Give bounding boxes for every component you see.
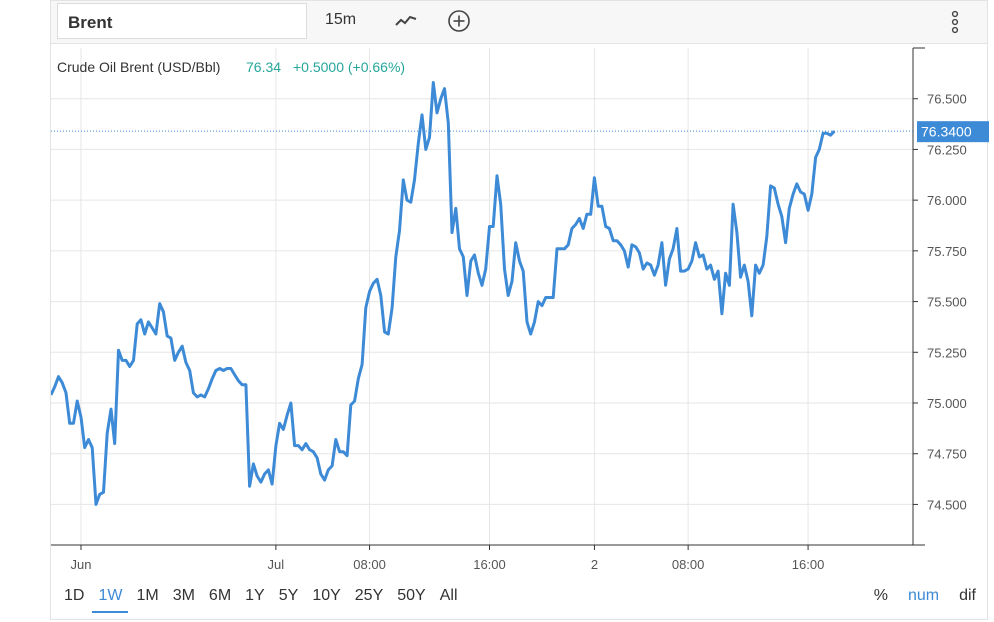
range-button-1w[interactable]: 1W	[92, 583, 129, 613]
chart-grid	[51, 48, 913, 545]
chart-toolbar: Brent 15m	[50, 0, 988, 44]
range-button-50y[interactable]: 50Y	[397, 587, 426, 604]
vertical-dots-icon[interactable]	[945, 9, 965, 35]
interval-selector[interactable]: 15m	[325, 11, 357, 28]
range-button-1y[interactable]: 1Y	[245, 587, 265, 604]
y-axis: 76.500 76.250 76.000 75.750 75.500 75.250 75.0…	[912, 47, 967, 545]
legend-change: +0.5000 (+0.66%)	[293, 59, 405, 75]
y-tick-label: 76.000	[927, 193, 967, 208]
x-tick-label: 08:00	[672, 557, 705, 572]
scale-mode-selector: % num dif	[854, 587, 976, 605]
y-tick-label: 74.750	[927, 447, 967, 462]
x-tick-label: 16:00	[473, 557, 506, 572]
line-chart-icon[interactable]	[393, 9, 419, 33]
range-button-3m[interactable]: 3M	[172, 587, 195, 604]
range-button-25y[interactable]: 25Y	[354, 587, 384, 604]
x-tick-label: Jun	[70, 557, 91, 572]
range-selector: 1D 1W 1M 3M 6M 1Y 5Y 10Y 25Y 50Y All	[58, 583, 466, 613]
y-tick-label: 75.250	[927, 345, 967, 360]
range-button-5y[interactable]: 5Y	[278, 587, 299, 604]
range-button-1m[interactable]: 1M	[136, 587, 159, 604]
plot-area: 76.3400	[51, 81, 989, 506]
y-tick-label: 74.500	[927, 497, 967, 512]
legend-last-value: 76.34	[246, 59, 281, 75]
y-tick-label: 75.500	[927, 295, 967, 310]
scale-button-percent[interactable]: %	[873, 587, 888, 604]
x-tick-label: 2	[591, 557, 598, 572]
y-tick-label: 75.000	[927, 396, 967, 411]
legend-name: Crude Oil Brent (USD/Bbl)	[57, 59, 220, 75]
price-chart[interactable]: 76.500 76.250 76.000 75.750 75.500 75.250 75.0…	[51, 44, 989, 620]
y-tick-label: 76.250	[927, 142, 967, 157]
y-tick-label: 76.500	[927, 92, 967, 107]
chart-panel[interactable]: 76.500 76.250 76.000 75.750 75.500 75.250 75.0…	[50, 44, 989, 620]
symbol-input[interactable]: Brent	[57, 3, 307, 39]
price-line-series	[51, 81, 836, 506]
last-price-tag: 76.3400	[921, 124, 972, 140]
range-button-1d[interactable]: 1D	[64, 587, 85, 604]
x-axis: Jun Jul 08:00 16:00 2 08:00 16:00	[51, 544, 925, 572]
last-price-tag-bg	[917, 121, 989, 143]
scale-button-num[interactable]: num	[907, 587, 940, 604]
scale-button-dif[interactable]: dif	[959, 587, 976, 604]
range-button-10y[interactable]: 10Y	[312, 587, 341, 604]
y-tick-label: 75.750	[927, 244, 967, 259]
range-button-all[interactable]: All	[439, 587, 458, 604]
x-tick-label: 16:00	[792, 557, 825, 572]
x-tick-label: Jul	[268, 557, 285, 572]
x-tick-label: 08:00	[353, 557, 386, 572]
plus-circle-icon[interactable]	[446, 9, 472, 33]
range-button-6m[interactable]: 6M	[208, 587, 232, 604]
